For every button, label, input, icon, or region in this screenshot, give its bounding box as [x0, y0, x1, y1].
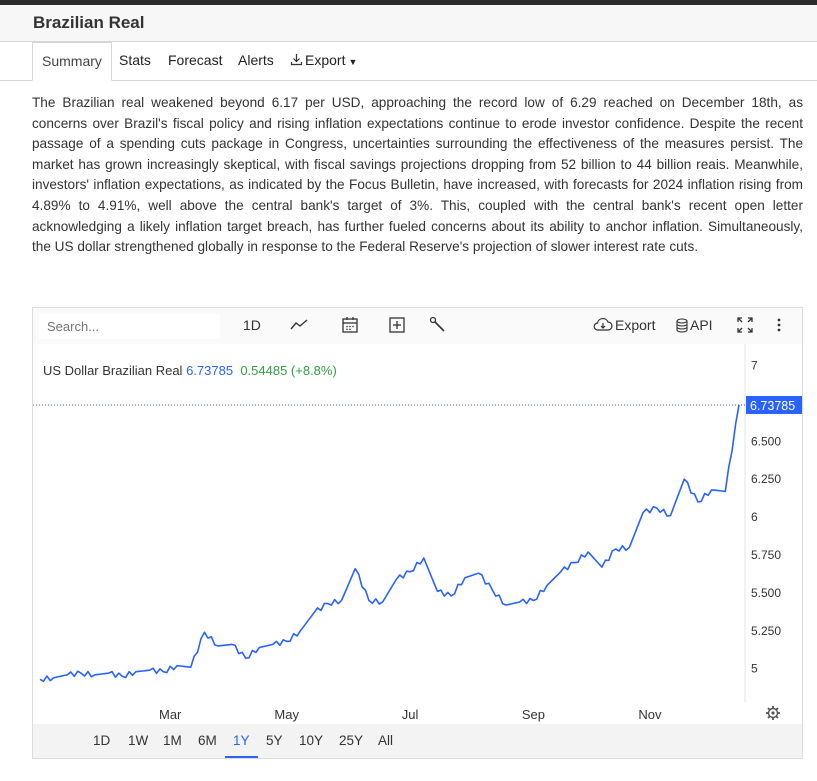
- tab-forecast[interactable]: Forecast: [168, 52, 223, 68]
- x-tick-label: Nov: [638, 707, 662, 722]
- y-tick-label: 5: [751, 662, 758, 676]
- interval-button[interactable]: 1D: [243, 317, 261, 333]
- page-title: Brazilian Real: [33, 13, 145, 32]
- database-icon: [676, 318, 688, 333]
- top-accent-bar: [0, 0, 817, 5]
- range-5y[interactable]: 5Y: [266, 733, 283, 748]
- range-25y[interactable]: 25Y: [339, 733, 364, 748]
- active-range-indicator: [225, 756, 258, 758]
- api-button[interactable]: API: [676, 317, 713, 333]
- tab-export-label: Export: [305, 52, 346, 68]
- calendar-icon[interactable]: [341, 316, 359, 334]
- chart-legend: US Dollar Brazilian Real 6.73785 0.54485…: [43, 363, 337, 378]
- chart-export-button[interactable]: Export: [593, 317, 655, 333]
- tab-stats[interactable]: Stats: [119, 52, 151, 68]
- range-1y[interactable]: 1Y: [233, 733, 250, 748]
- y-tick-label: 5.500: [751, 586, 781, 600]
- legend-last-value: 6.73785: [186, 363, 234, 378]
- chart-widget: 1D Export: [32, 307, 803, 759]
- y-tick-label: 5.750: [751, 548, 781, 562]
- x-tick-label: Sep: [522, 707, 545, 722]
- legend-series-name: US Dollar Brazilian Real: [43, 363, 183, 378]
- range-10y[interactable]: 10Y: [299, 733, 324, 748]
- cloud-download-icon: [593, 317, 613, 331]
- y-tick-label: 6.500: [751, 434, 781, 448]
- y-tick-label: 5.250: [751, 624, 781, 638]
- line-chart-icon[interactable]: [290, 316, 308, 334]
- fullscreen-icon[interactable]: [736, 316, 754, 334]
- price-chart[interactable]: 5 5.250 5.500 5.750 6 6.250 6.500 7 Mar May Jul Sep…: [33, 344, 802, 724]
- series-line-usdbrl: [39, 404, 740, 683]
- last-price-tag-label: 6.73785: [750, 399, 795, 413]
- x-tick-label: Mar: [159, 707, 182, 722]
- x-tick-label: Jul: [402, 707, 419, 722]
- range-6m[interactable]: 6M: [198, 733, 217, 748]
- download-icon: [290, 54, 303, 66]
- range-1w[interactable]: 1W: [128, 733, 149, 748]
- y-tick-label: 6.250: [751, 472, 781, 486]
- summary-text: The Brazilian real weakened beyond 6.17 …: [32, 95, 803, 255]
- add-indicator-icon[interactable]: [388, 316, 406, 334]
- title-bar: Brazilian Real: [0, 5, 817, 42]
- tab-export[interactable]: Export ▼: [290, 52, 357, 68]
- chevron-down-icon: ▼: [348, 57, 358, 67]
- range-all[interactable]: All: [378, 733, 394, 748]
- chart-toolbar: 1D Export: [33, 308, 802, 344]
- last-price-tag: [746, 395, 802, 414]
- y-tick-label: 6: [751, 510, 758, 524]
- chart-search-input[interactable]: [39, 314, 220, 339]
- x-tick-label: May: [274, 707, 299, 722]
- range-selector: 1D 1W 1M 6M 1Y 5Y 10Y 25Y All: [33, 724, 802, 758]
- gear-icon[interactable]: [766, 706, 780, 720]
- y-tick-label: 7: [751, 359, 758, 373]
- api-label: API: [690, 317, 713, 333]
- more-vertical-icon[interactable]: [770, 316, 788, 334]
- tab-summary[interactable]: Summary: [32, 42, 112, 81]
- range-1m[interactable]: 1M: [163, 733, 182, 748]
- chart-export-label: Export: [615, 317, 656, 333]
- wrench-icon[interactable]: [429, 316, 447, 334]
- range-1d[interactable]: 1D: [93, 733, 111, 748]
- tab-alerts[interactable]: Alerts: [238, 52, 274, 68]
- legend-change: 0.54485 (+8.8%): [240, 363, 337, 378]
- tab-bar: Summary Stats Forecast Alerts Export ▼: [0, 42, 817, 81]
